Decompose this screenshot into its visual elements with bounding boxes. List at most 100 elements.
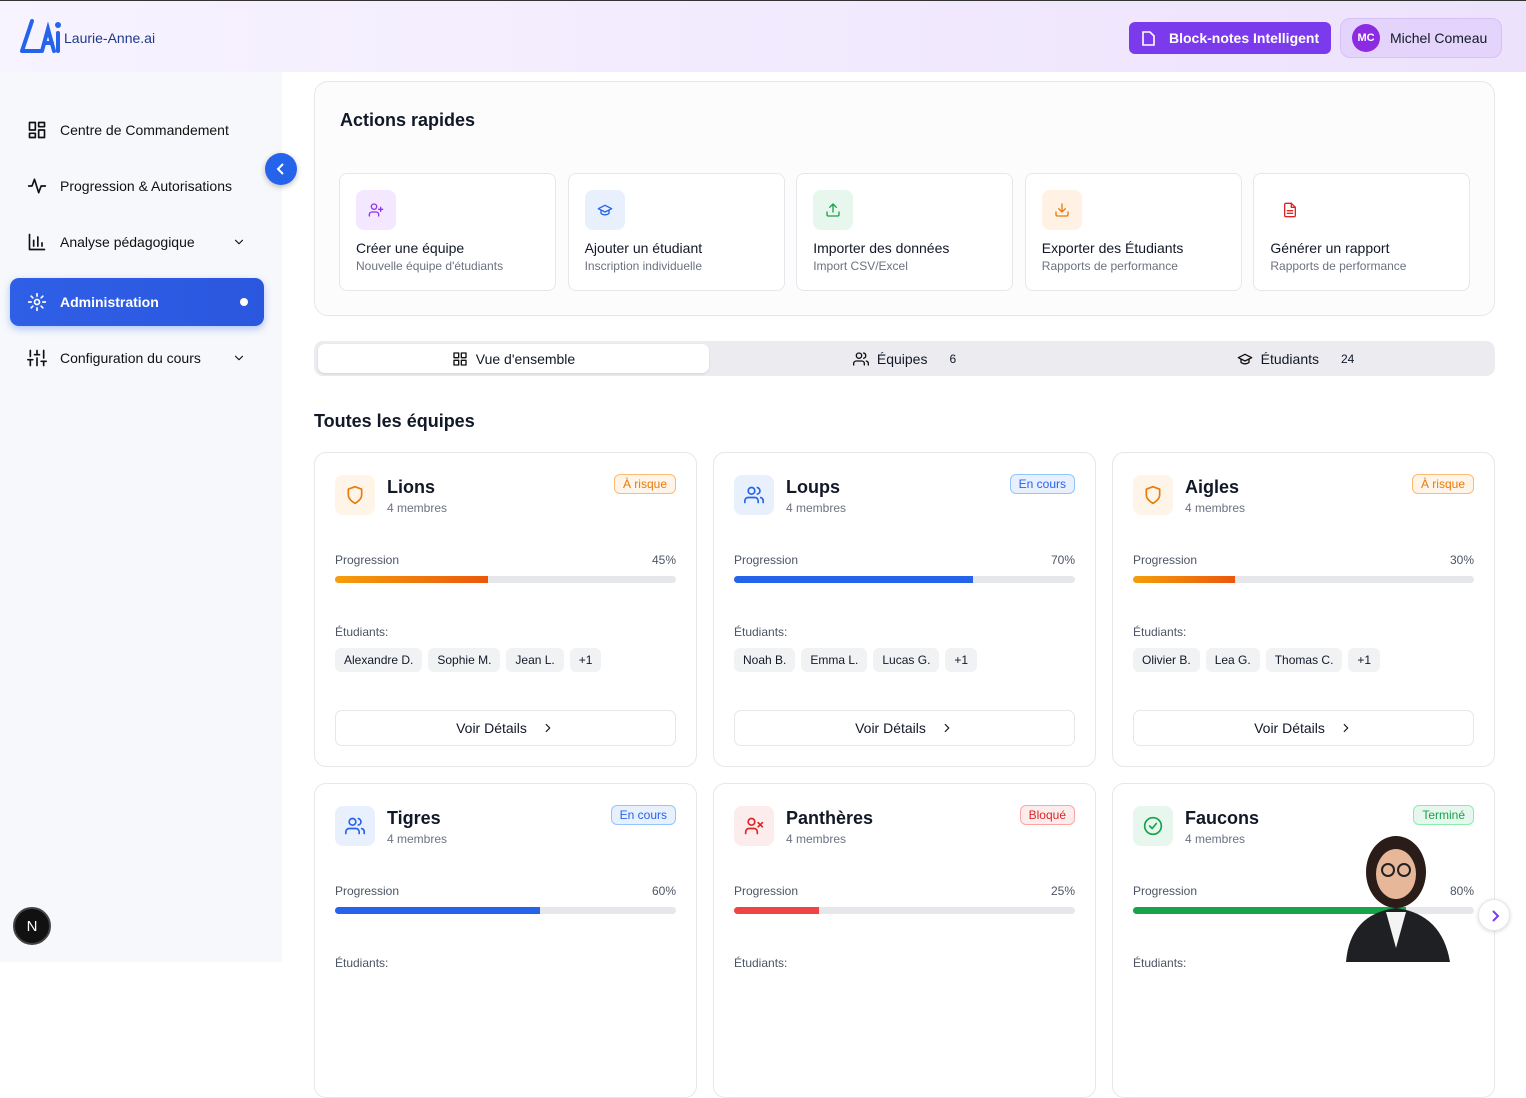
- collapse-button[interactable]: [265, 153, 297, 185]
- action-icon: [813, 190, 854, 230]
- students-label: Étudiants:: [335, 956, 389, 970]
- progress-text: 30%: [1449, 553, 1474, 567]
- tab[interactable]: Étudiants 24: [1100, 344, 1491, 373]
- nav-label: Analyse pédagogique: [60, 234, 195, 250]
- student-list: Olivier B. Lea G. Thomas C. +1: [1133, 648, 1386, 672]
- tabs: Vue d'ensemble Équipes 6 Étudiants 24: [314, 341, 1495, 376]
- avatar: MC: [1352, 24, 1380, 52]
- student-chip: Lea G.: [1205, 648, 1260, 672]
- nav-label: Administration: [60, 294, 159, 310]
- action-title: Créer une équipe: [356, 240, 465, 256]
- status-badge: À risque: [613, 474, 676, 494]
- team-card: Tigres 4 membres En cours Progression 60% Étu…: [314, 783, 697, 1098]
- team-card: Loups 4 membres En cours Progression 70% Étud…: [713, 452, 1096, 767]
- team-icon: [734, 475, 774, 515]
- status-badge: À risque: [1411, 474, 1474, 494]
- button-label: Voir Détails: [855, 720, 926, 736]
- progress-label: Progression: [335, 884, 400, 898]
- quick-action[interactable]: Créer une équipe Nouvelle équipe d'étudia…: [339, 173, 556, 291]
- student-chip: Noah B.: [734, 648, 796, 672]
- details-button[interactable]: Voir Détails: [734, 710, 1075, 746]
- assistant-avatar[interactable]: [1338, 822, 1458, 962]
- quick-action[interactable]: Exporter des Étudiants Rapports de perfor…: [1024, 173, 1242, 291]
- tab-count: 6: [949, 351, 957, 366]
- sidebar: Centre de Commandement Progression & Auto…: [0, 72, 282, 962]
- tab-count: 24: [1341, 351, 1355, 366]
- nav-item[interactable]: Administration: [10, 278, 264, 326]
- progress-track: [1133, 907, 1474, 914]
- nav-item[interactable]: Analyse pédagogique: [10, 218, 264, 266]
- nav-item[interactable]: Configuration du cours: [10, 334, 264, 382]
- status-badge: En cours: [1009, 474, 1075, 494]
- tab-label: Vue d'ensemble: [475, 350, 576, 367]
- logo: [20, 19, 61, 53]
- team-members: 4 membres: [1185, 832, 1246, 846]
- progress-label: Progression: [734, 884, 799, 898]
- details-button[interactable]: Voir Détails: [335, 710, 676, 746]
- action-title: Ajouter un étudiant: [584, 240, 703, 256]
- progress-bar: [335, 907, 540, 914]
- progress-track: [335, 576, 676, 583]
- tab-label: Équipes: [876, 350, 928, 367]
- team-name: Tigres: [387, 808, 441, 828]
- student-chip: Thomas C.: [1265, 648, 1343, 672]
- progress-text: 45%: [651, 553, 676, 567]
- student-chip: Lucas G.: [873, 648, 940, 672]
- action-title: Exporter des Étudiants: [1041, 240, 1184, 256]
- nav-label: Centre de Commandement: [60, 122, 229, 138]
- students-label: Étudiants:: [734, 956, 788, 970]
- quick-action[interactable]: Importer des données Import CSV/Excel: [796, 173, 1014, 291]
- students-label: Étudiants:: [734, 625, 788, 639]
- button-label: Voir Détails: [1254, 720, 1325, 736]
- nav-label: Configuration du cours: [60, 350, 201, 366]
- team-members: 4 membres: [1185, 501, 1246, 515]
- team-icon: [335, 475, 375, 515]
- student-chip: Olivier B.: [1133, 648, 1200, 672]
- tab-label: Étudiants: [1260, 350, 1319, 367]
- students-label: Étudiants:: [1133, 625, 1187, 639]
- team-card: Panthères 4 membres Bloqué Progression 25% Ét…: [713, 783, 1096, 1098]
- student-chip: +1: [945, 648, 978, 672]
- action-icon: [1270, 190, 1311, 230]
- team-name: Lions: [387, 477, 435, 497]
- quick-action[interactable]: Générer un rapport Rapports de performanc…: [1253, 173, 1471, 291]
- team-name: Aigles: [1185, 477, 1240, 497]
- next-button[interactable]: [1478, 899, 1510, 931]
- section-title: Toutes les équipes: [314, 411, 475, 431]
- quick-action[interactable]: Ajouter un étudiant Inscription individue…: [567, 173, 785, 291]
- team-card: Aigles 4 membres À risque Progression 30% Étu…: [1112, 452, 1495, 767]
- brand: Laurie-Anne.ai: [64, 30, 156, 46]
- team-icon: [734, 806, 774, 846]
- tab[interactable]: Vue d'ensemble: [318, 344, 709, 373]
- team-name: Loups: [786, 477, 840, 497]
- status-badge: En cours: [610, 805, 676, 825]
- progress-label: Progression: [1133, 884, 1198, 898]
- section-title: Actions rapides: [340, 110, 476, 130]
- progress-bar: [1133, 907, 1406, 914]
- action-subtitle: Rapports de performance: [1041, 259, 1178, 273]
- tab[interactable]: Équipes 6: [709, 344, 1100, 373]
- action-icon: [1041, 190, 1082, 230]
- team-icon: [1133, 806, 1173, 846]
- user-name: Michel Comeau: [1390, 30, 1488, 46]
- notes-label: Block-notes Intelligent: [1169, 30, 1320, 46]
- team-members: 4 membres: [786, 832, 847, 846]
- button-label: Voir Détails: [456, 720, 527, 736]
- dev-badge[interactable]: N: [13, 907, 51, 945]
- notes-button[interactable]: Block-notes Intelligent: [1129, 22, 1331, 54]
- progress-text: 25%: [1050, 884, 1075, 898]
- chevron: [232, 235, 246, 252]
- nav-item[interactable]: Centre de Commandement: [10, 106, 264, 154]
- nav-item[interactable]: Progression & Autorisations: [10, 162, 264, 210]
- student-chip: +1: [1348, 648, 1381, 672]
- details-button[interactable]: Voir Détails: [1133, 710, 1474, 746]
- action-subtitle: Import CSV/Excel: [813, 259, 908, 273]
- user-menu[interactable]: MC Michel Comeau: [1340, 18, 1502, 58]
- progress-label: Progression: [1133, 553, 1198, 567]
- progress-bar: [734, 576, 973, 583]
- progress-text: 70%: [1050, 553, 1075, 567]
- team-members: 4 membres: [387, 832, 448, 846]
- team-members: 4 membres: [786, 501, 847, 515]
- student-chip: Jean L.: [506, 648, 564, 672]
